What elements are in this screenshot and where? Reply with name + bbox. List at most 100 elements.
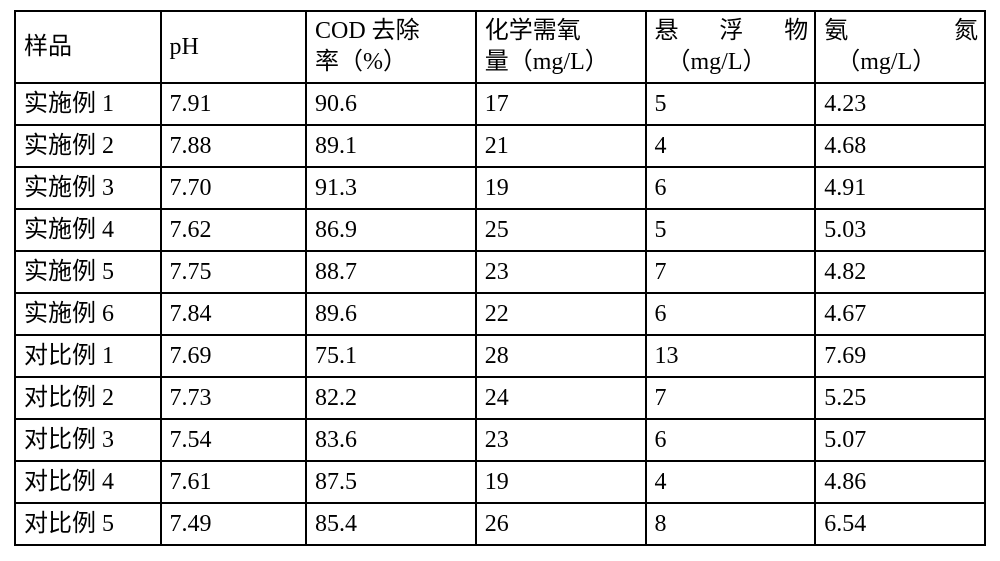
data-table: 样品 pH COD 去除 率（%） 化学需氧 量（mg/L） 悬 浮 物 xyxy=(14,10,986,546)
cell-ammonia: 6.54 xyxy=(815,503,985,545)
cell-suspended: 13 xyxy=(646,335,816,377)
col-header-line2: 量（mg/L） xyxy=(485,47,639,78)
cell-cod-removal: 89.6 xyxy=(306,293,476,335)
cell-ammonia: 4.86 xyxy=(815,461,985,503)
cell-cod-removal: 85.4 xyxy=(306,503,476,545)
cell-sample: 实施例 2 xyxy=(15,125,161,167)
cell-suspended: 4 xyxy=(646,125,816,167)
cell-suspended: 6 xyxy=(646,167,816,209)
col-header-label: pH xyxy=(170,34,199,60)
col-header-line2: （mg/L） xyxy=(655,47,809,78)
cell-sample: 实施例 4 xyxy=(15,209,161,251)
cell-cod-removal: 86.9 xyxy=(306,209,476,251)
col-header-cod-demand: 化学需氧 量（mg/L） xyxy=(476,11,646,83)
cell-sample: 对比例 2 xyxy=(15,377,161,419)
col-header-ph: pH xyxy=(161,11,307,83)
col-header-line1: 化学需氧 xyxy=(485,16,639,47)
col-header-justified: 悬 浮 物 （mg/L） xyxy=(655,16,809,78)
col-header-ammonia: 氨 氮 （mg/L） xyxy=(815,11,985,83)
cell-sample: 实施例 6 xyxy=(15,293,161,335)
cell-sample: 实施例 1 xyxy=(15,83,161,125)
col-header-cod-removal: COD 去除 率（%） xyxy=(306,11,476,83)
table-row: 对比例 2 7.73 82.2 24 7 5.25 xyxy=(15,377,985,419)
cell-ammonia: 4.82 xyxy=(815,251,985,293)
table-row: 实施例 6 7.84 89.6 22 6 4.67 xyxy=(15,293,985,335)
table-row: 实施例 2 7.88 89.1 21 4 4.68 xyxy=(15,125,985,167)
hdr-char: 浮 xyxy=(719,16,743,47)
cell-cod-demand: 26 xyxy=(476,503,646,545)
cell-ph: 7.69 xyxy=(161,335,307,377)
hdr-char: 氨 xyxy=(824,16,848,47)
cell-ammonia: 4.67 xyxy=(815,293,985,335)
cell-cod-demand: 28 xyxy=(476,335,646,377)
cell-sample: 对比例 1 xyxy=(15,335,161,377)
hdr-char: 氮 xyxy=(954,16,978,47)
cell-ph: 7.75 xyxy=(161,251,307,293)
table-row: 实施例 5 7.75 88.7 23 7 4.82 xyxy=(15,251,985,293)
cell-ph: 7.73 xyxy=(161,377,307,419)
cell-ph: 7.62 xyxy=(161,209,307,251)
cell-cod-removal: 89.1 xyxy=(306,125,476,167)
cell-cod-removal: 87.5 xyxy=(306,461,476,503)
cell-ph: 7.91 xyxy=(161,83,307,125)
cell-cod-demand: 25 xyxy=(476,209,646,251)
table-row: 对比例 5 7.49 85.4 26 8 6.54 xyxy=(15,503,985,545)
cell-ammonia: 5.25 xyxy=(815,377,985,419)
cell-sample: 实施例 3 xyxy=(15,167,161,209)
cell-cod-removal: 83.6 xyxy=(306,419,476,461)
cell-ammonia: 7.69 xyxy=(815,335,985,377)
col-header-line1: COD 去除 xyxy=(315,16,469,47)
cell-ammonia: 4.91 xyxy=(815,167,985,209)
col-header-line1: 氨 氮 xyxy=(824,16,978,47)
cell-cod-demand: 21 xyxy=(476,125,646,167)
cell-cod-removal: 82.2 xyxy=(306,377,476,419)
col-header-sample: 样品 xyxy=(15,11,161,83)
cell-ph: 7.70 xyxy=(161,167,307,209)
cell-ammonia: 4.23 xyxy=(815,83,985,125)
cell-ph: 7.88 xyxy=(161,125,307,167)
cell-suspended: 7 xyxy=(646,377,816,419)
cell-suspended: 4 xyxy=(646,461,816,503)
cell-suspended: 8 xyxy=(646,503,816,545)
cell-cod-removal: 88.7 xyxy=(306,251,476,293)
cell-sample: 对比例 3 xyxy=(15,419,161,461)
cell-ammonia: 4.68 xyxy=(815,125,985,167)
cell-ammonia: 5.03 xyxy=(815,209,985,251)
cell-cod-demand: 23 xyxy=(476,251,646,293)
cell-cod-removal: 90.6 xyxy=(306,83,476,125)
cell-suspended: 7 xyxy=(646,251,816,293)
cell-sample: 对比例 4 xyxy=(15,461,161,503)
table-header: 样品 pH COD 去除 率（%） 化学需氧 量（mg/L） 悬 浮 物 xyxy=(15,11,985,83)
table-row: 对比例 4 7.61 87.5 19 4 4.86 xyxy=(15,461,985,503)
col-header-label: 样品 xyxy=(24,34,72,60)
table-header-row: 样品 pH COD 去除 率（%） 化学需氧 量（mg/L） 悬 浮 物 xyxy=(15,11,985,83)
cell-cod-demand: 24 xyxy=(476,377,646,419)
table-row: 实施例 3 7.70 91.3 19 6 4.91 xyxy=(15,167,985,209)
cell-ammonia: 5.07 xyxy=(815,419,985,461)
cell-suspended: 5 xyxy=(646,209,816,251)
cell-cod-demand: 22 xyxy=(476,293,646,335)
col-header-suspended: 悬 浮 物 （mg/L） xyxy=(646,11,816,83)
cell-sample: 对比例 5 xyxy=(15,503,161,545)
table-row: 实施例 1 7.91 90.6 17 5 4.23 xyxy=(15,83,985,125)
cell-cod-demand: 19 xyxy=(476,461,646,503)
table-row: 对比例 1 7.69 75.1 28 13 7.69 xyxy=(15,335,985,377)
col-header-line1: 悬 浮 物 xyxy=(655,16,809,47)
cell-cod-removal: 75.1 xyxy=(306,335,476,377)
col-header-line2: 率（%） xyxy=(315,47,469,78)
cell-suspended: 5 xyxy=(646,83,816,125)
col-header-line2: （mg/L） xyxy=(824,47,978,78)
cell-suspended: 6 xyxy=(646,293,816,335)
cell-cod-removal: 91.3 xyxy=(306,167,476,209)
cell-sample: 实施例 5 xyxy=(15,251,161,293)
cell-cod-demand: 17 xyxy=(476,83,646,125)
table-body: 实施例 1 7.91 90.6 17 5 4.23 实施例 2 7.88 89.… xyxy=(15,83,985,545)
cell-ph: 7.54 xyxy=(161,419,307,461)
cell-cod-demand: 19 xyxy=(476,167,646,209)
cell-ph: 7.61 xyxy=(161,461,307,503)
cell-cod-demand: 23 xyxy=(476,419,646,461)
hdr-char: 悬 xyxy=(655,16,679,47)
table-row: 对比例 3 7.54 83.6 23 6 5.07 xyxy=(15,419,985,461)
cell-suspended: 6 xyxy=(646,419,816,461)
hdr-char: 物 xyxy=(784,16,808,47)
